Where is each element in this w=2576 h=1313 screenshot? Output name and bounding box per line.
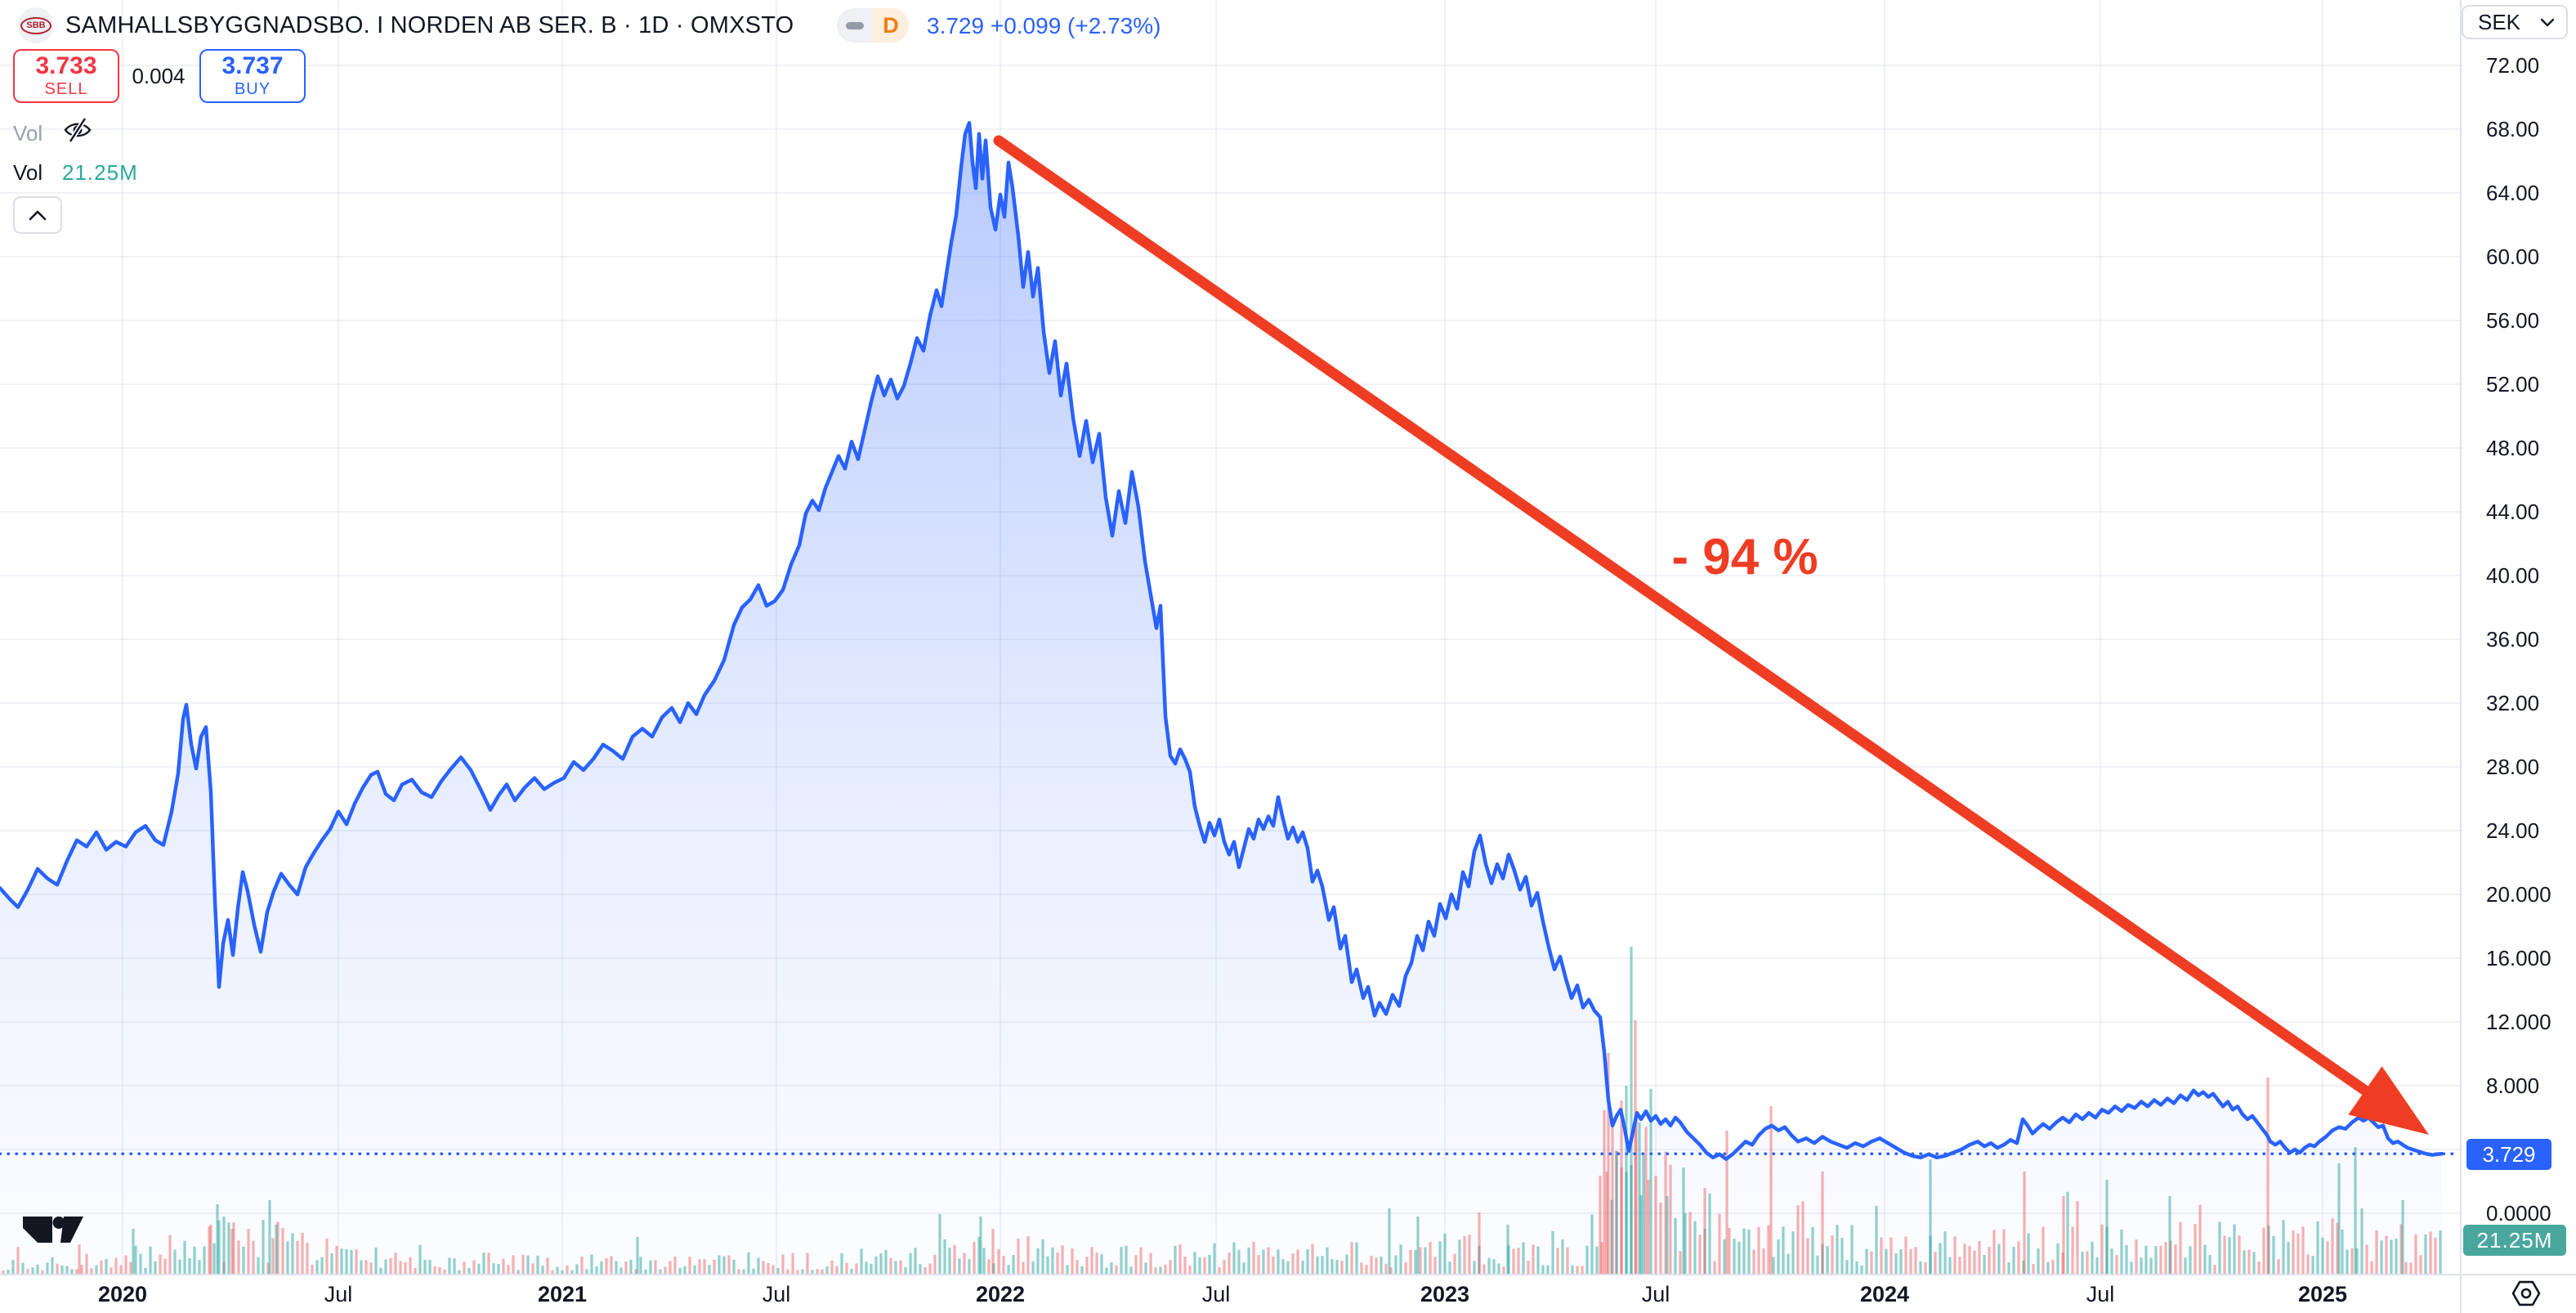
settings-gear-icon[interactable] [2511,1278,2542,1309]
buy-button[interactable]: 3.737 BUY [199,49,306,103]
time-tick-label: Jul [324,1282,353,1306]
price-tick-label: 28.00 [2486,755,2540,779]
eye-off-icon[interactable] [62,116,93,144]
sell-price: 3.733 [35,52,97,79]
time-tick-label: 2025 [2297,1282,2348,1306]
chevron-down-icon [2540,18,2555,26]
volume-bar-spike [1630,947,1633,1274]
time-tick-label: 2022 [975,1282,1026,1306]
volume-axis-badge: 21.25M [2463,1225,2566,1256]
price-tick-label: 44.00 [2486,500,2540,524]
price-tick-label: 20.000 [2486,882,2551,907]
decline-annotation-text[interactable]: - 94 % [1671,529,1818,585]
decline-arrow-shaft [993,135,2388,1108]
time-tick-label: Jul [1201,1282,1231,1306]
interval-badge-left[interactable] [837,8,873,43]
time-tick-label: 2021 [537,1282,588,1306]
time-tick-label: 2020 [97,1282,148,1306]
price-tick-label: 64.00 [2486,181,2540,205]
buy-price: 3.737 [221,52,284,79]
collapse-legend-button[interactable] [13,196,62,234]
time-axis-background [0,1275,2576,1313]
symbol-logo-icon[interactable]: SBB [18,7,54,43]
price-line [0,120,2444,1161]
time-tick-label: Jul [1641,1282,1670,1306]
price-tick-label: 72.00 [2486,53,2540,78]
interval-badge[interactable]: D [837,8,909,43]
price-tick-label: 0.0000 [2486,1201,2551,1226]
price-tick-label: 40.00 [2486,563,2540,588]
tradingview-logo[interactable] [20,1213,87,1248]
sell-button[interactable]: 3.733 SELL [13,49,119,103]
price-tick-label: 32.00 [2486,691,2540,715]
volume-legend-value: 21.25M [62,160,138,185]
last-price-and-change: 3.729 +0.099 (+2.73%) [927,13,1161,38]
price-axis-background [2461,0,2576,1313]
sbb-emblem: SBB [20,16,51,34]
decline-arrow-head [2348,1066,2429,1135]
interval-badge-letter[interactable]: D [873,8,909,43]
symbol-title[interactable]: SAMHALLSBYGGNADSBO. I NORDEN AB SER. B ·… [65,12,794,38]
currency-selector[interactable]: SEK [2462,5,2568,39]
price-tick-label: 36.00 [2486,627,2540,652]
time-tick-label: 2023 [1420,1282,1470,1306]
price-tick-label: 48.00 [2486,436,2540,460]
buy-label: BUY [234,80,271,98]
volume-indicator-hidden-label: Vol [13,121,43,146]
price-tick-label: 68.00 [2486,117,2540,141]
time-tick-label: 2024 [1859,1282,1910,1306]
price-tick-label: 8.000 [2486,1073,2540,1098]
price-tick-label: 60.00 [2486,244,2540,269]
price-tick-label: 24.00 [2486,818,2540,843]
last-price-axis-badge: 3.729 [2466,1139,2551,1170]
currency-label: SEK [2478,9,2521,34]
price-tick-label: 52.00 [2486,372,2540,397]
price-tick-label: 12.000 [2486,1010,2551,1034]
time-tick-label: Jul [2086,1282,2115,1306]
spread-value: 0.004 [132,64,186,88]
price-tick-label: 16.000 [2486,946,2551,970]
sell-label: SELL [44,80,88,98]
chevron-up-icon [29,210,47,220]
volume-legend-label: Vol [13,160,43,185]
time-tick-label: Jul [762,1282,791,1306]
price-tick-label: 56.00 [2486,308,2540,333]
dash-icon [846,21,864,29]
price-area-fill [0,123,2442,1275]
